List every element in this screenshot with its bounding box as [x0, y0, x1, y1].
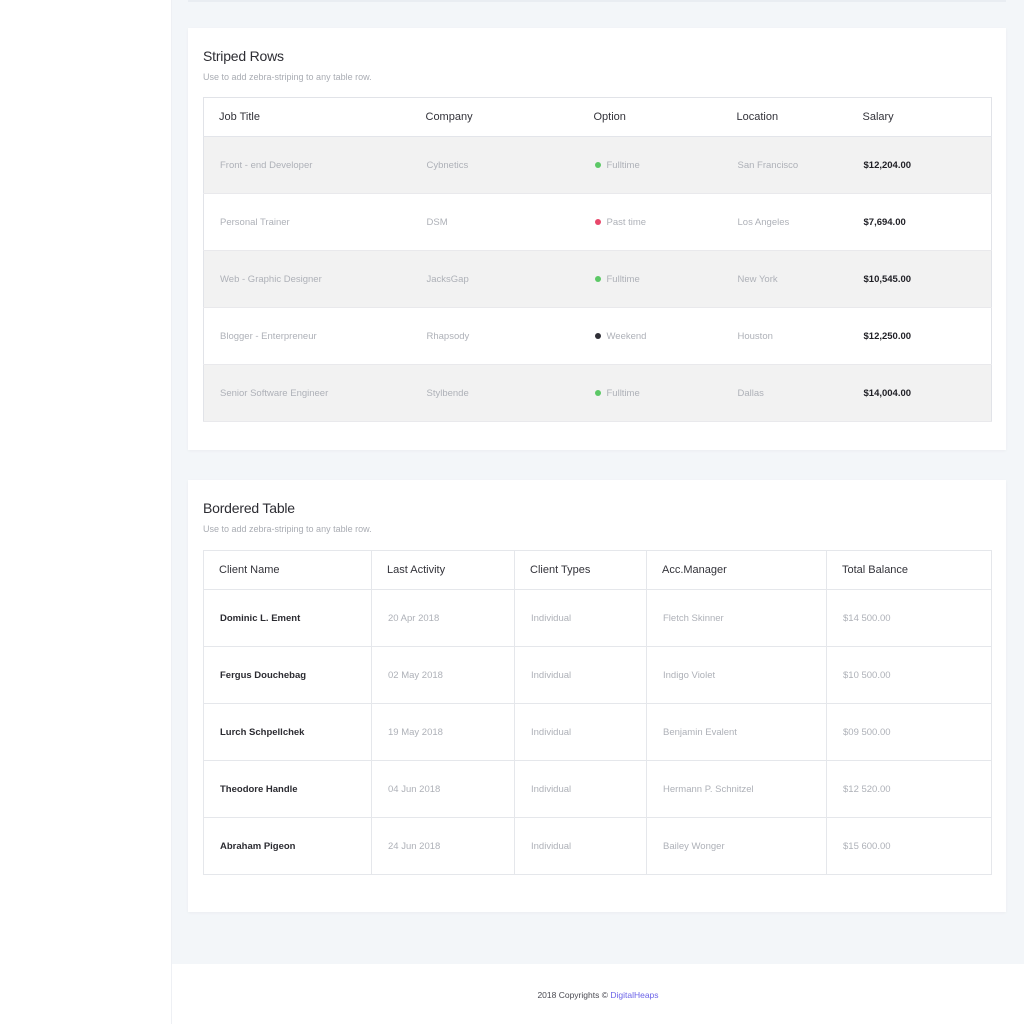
column-header-last-activity: Last Activity: [371, 550, 515, 590]
column-header-total-balance: Total Balance: [826, 550, 992, 590]
job-title-cell: Front - end Developer: [203, 136, 411, 194]
job-title-cell: Web - Graphic Designer: [203, 250, 411, 308]
location-cell: Los Angeles: [721, 193, 848, 251]
option-label: Past time: [606, 216, 647, 228]
column-header-option: Option: [578, 97, 722, 137]
option-label: Fulltime: [606, 387, 640, 399]
client-type-cell: Individual: [514, 760, 647, 818]
table-row: Senior Software Engineer Stylbende Fullt…: [203, 364, 992, 422]
status-dot-icon: [594, 161, 601, 168]
bordered-table: Client Name Last Activity Client Types A…: [203, 550, 992, 875]
total-balance-cell: $15 600.00: [826, 817, 992, 875]
acc-manager-cell: Hermann P. Schnitzel: [646, 760, 827, 818]
footer: 2018 Copyrights © DigitalHeaps: [172, 964, 1024, 1024]
company-cell: JacksGap: [410, 250, 579, 308]
striped-table: Job Title Company Option Location Salary…: [203, 97, 992, 422]
option-cell: Weekend: [578, 307, 722, 365]
status-dot-icon: [594, 332, 601, 339]
salary-cell: $12,204.00: [847, 136, 992, 194]
last-activity-cell: 20 Apr 2018: [371, 589, 515, 647]
last-activity-cell: 19 May 2018: [371, 703, 515, 761]
table-row: Blogger - Enterpreneur Rhapsody Weekend …: [203, 307, 992, 365]
client-name-cell: Abraham Pigeon: [203, 817, 372, 875]
option-cell: Fulltime: [578, 364, 722, 422]
table-row: Abraham Pigeon 24 Jun 2018 Individual Ba…: [203, 817, 992, 875]
client-name-cell: Dominic L. Ement: [203, 589, 372, 647]
location-cell: Dallas: [721, 364, 848, 422]
table-row: Theodore Handle 04 Jun 2018 Individual H…: [203, 760, 992, 818]
status-dot-icon: [594, 389, 601, 396]
job-title-cell: Personal Trainer: [203, 193, 411, 251]
option-label: Fulltime: [606, 159, 640, 171]
table-row: Front - end Developer Cybnetics Fulltime…: [203, 136, 992, 194]
column-header-client-types: Client Types: [514, 550, 647, 590]
table-header-row: Client Name Last Activity Client Types A…: [203, 550, 992, 590]
total-balance-cell: $10 500.00: [826, 646, 992, 704]
column-header-client-name: Client Name: [203, 550, 372, 590]
table-row: Fergus Douchebag 02 May 2018 Individual …: [203, 646, 992, 704]
bordered-table-card: Bordered Table Use to add zebra-striping…: [188, 480, 1006, 912]
option-label: Fulltime: [606, 273, 640, 285]
client-type-cell: Individual: [514, 703, 647, 761]
brand-link[interactable]: DigitalHeaps: [610, 990, 659, 1000]
previous-card-edge: [188, 0, 1006, 2]
column-header-company: Company: [410, 97, 579, 137]
client-name-cell: Fergus Douchebag: [203, 646, 372, 704]
job-title-cell: Blogger - Enterpreneur: [203, 307, 411, 365]
job-title-cell: Senior Software Engineer: [203, 364, 411, 422]
table-row: Dominic L. Ement 20 Apr 2018 Individual …: [203, 589, 992, 647]
company-cell: Stylbende: [410, 364, 579, 422]
card-title: Bordered Table: [203, 500, 295, 516]
client-name-cell: Lurch Schpellchek: [203, 703, 372, 761]
card-subtitle: Use to add zebra-striping to any table r…: [203, 72, 372, 82]
copyright-text: 2018 Copyrights ©: [537, 990, 608, 1000]
last-activity-cell: 04 Jun 2018: [371, 760, 515, 818]
option-cell: Past time: [578, 193, 722, 251]
salary-cell: $14,004.00: [847, 364, 992, 422]
company-cell: Cybnetics: [410, 136, 579, 194]
column-header-acc-manager: Acc.Manager: [646, 550, 827, 590]
company-cell: DSM: [410, 193, 579, 251]
table-header-row: Job Title Company Option Location Salary: [203, 97, 992, 137]
total-balance-cell: $14 500.00: [826, 589, 992, 647]
table-row: Personal Trainer DSM Past time Los Angel…: [203, 193, 992, 251]
acc-manager-cell: Indigo Violet: [646, 646, 827, 704]
card-subtitle: Use to add zebra-striping to any table r…: [203, 524, 372, 534]
acc-manager-cell: Benjamin Evalent: [646, 703, 827, 761]
client-type-cell: Individual: [514, 646, 647, 704]
location-cell: Houston: [721, 307, 848, 365]
column-header-salary: Salary: [847, 97, 992, 137]
card-title: Striped Rows: [203, 48, 284, 64]
last-activity-cell: 02 May 2018: [371, 646, 515, 704]
location-cell: San Francisco: [721, 136, 848, 194]
column-header-location: Location: [721, 97, 848, 137]
table-row: Lurch Schpellchek 19 May 2018 Individual…: [203, 703, 992, 761]
client-type-cell: Individual: [514, 589, 647, 647]
company-cell: Rhapsody: [410, 307, 579, 365]
column-header-job-title: Job Title: [203, 97, 411, 137]
salary-cell: $12,250.00: [847, 307, 992, 365]
striped-rows-card: Striped Rows Use to add zebra-striping t…: [188, 28, 1006, 450]
acc-manager-cell: Bailey Wonger: [646, 817, 827, 875]
salary-cell: $10,545.00: [847, 250, 992, 308]
client-name-cell: Theodore Handle: [203, 760, 372, 818]
total-balance-cell: $12 520.00: [826, 760, 992, 818]
option-label: Weekend: [606, 330, 647, 342]
client-type-cell: Individual: [514, 817, 647, 875]
status-dot-icon: [594, 275, 601, 282]
option-cell: Fulltime: [578, 136, 722, 194]
main-content: Striped Rows Use to add zebra-striping t…: [172, 0, 1024, 964]
salary-cell: $7,694.00: [847, 193, 992, 251]
last-activity-cell: 24 Jun 2018: [371, 817, 515, 875]
table-row: Web - Graphic Designer JacksGap Fulltime…: [203, 250, 992, 308]
status-dot-icon: [594, 218, 601, 225]
option-cell: Fulltime: [578, 250, 722, 308]
location-cell: New York: [721, 250, 848, 308]
sidebar: [0, 0, 172, 1024]
acc-manager-cell: Fletch Skinner: [646, 589, 827, 647]
total-balance-cell: $09 500.00: [826, 703, 992, 761]
